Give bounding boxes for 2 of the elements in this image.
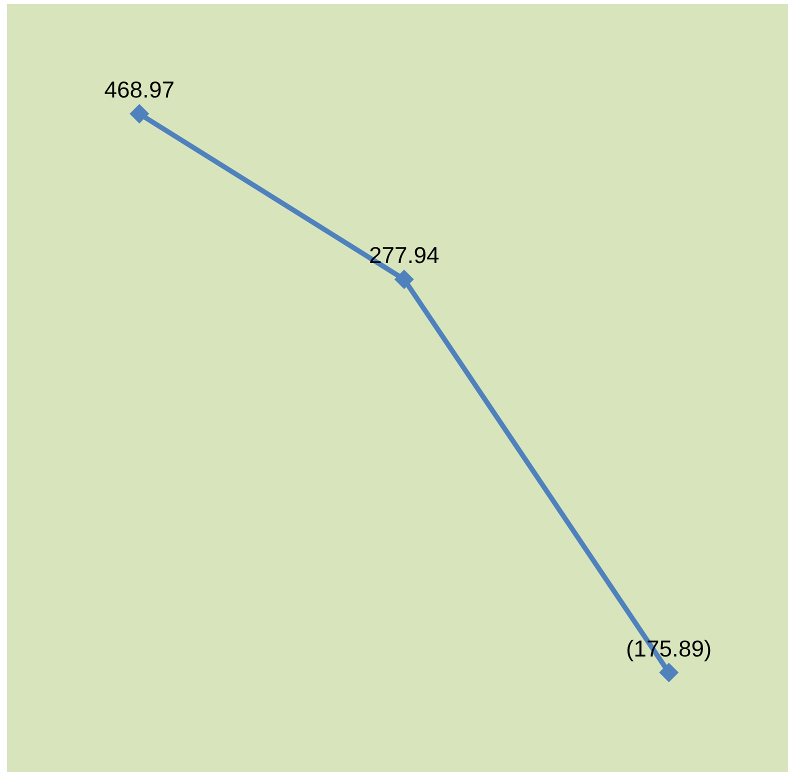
data-label: 277.94 (368, 242, 440, 268)
data-label: 468.97 (104, 76, 175, 103)
